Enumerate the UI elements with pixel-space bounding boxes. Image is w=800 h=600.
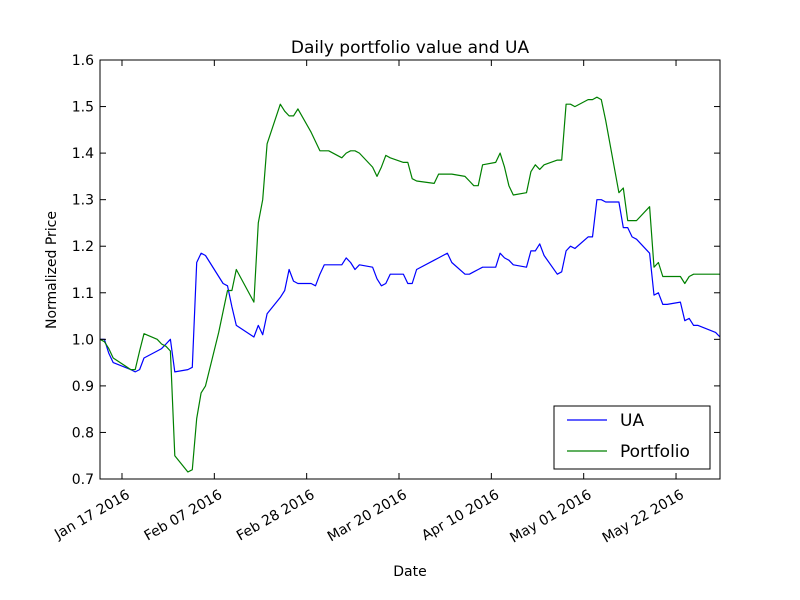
plot-series [99,96,721,473]
legend-box [553,405,711,470]
y-tick-label: 1.3 [72,193,94,209]
legend-label-ua: UA [620,411,644,431]
y-tick-label: 0.9 [72,379,94,395]
y-tick-label: 1.5 [72,100,94,116]
y-tick-label: 1.4 [72,146,94,162]
y-tick-label: 1.2 [72,239,94,255]
series-line-portfolio [99,96,720,473]
series-line-ua [100,199,721,373]
legend: UA Portfolio [553,405,711,470]
y-axis: 0.7 0.8 0.9 1.0 1.1 1.2 1.3 1.4 1.5 1.6 [72,53,720,488]
y-tick-label: 1.0 [72,332,94,348]
x-axis-label: Date [393,564,426,580]
plot-area-frame [99,59,721,480]
y-tick-label: 1.6 [72,53,94,69]
chart-title: Daily portfolio value and UA [291,38,530,58]
y-tick-label: 0.8 [72,425,94,441]
y-tick-label: 1.1 [72,286,94,302]
legend-label-portfolio: Portfolio [620,442,690,462]
y-tick-label: 0.7 [72,472,94,488]
y-axis-label: Normalized Price [44,211,60,329]
